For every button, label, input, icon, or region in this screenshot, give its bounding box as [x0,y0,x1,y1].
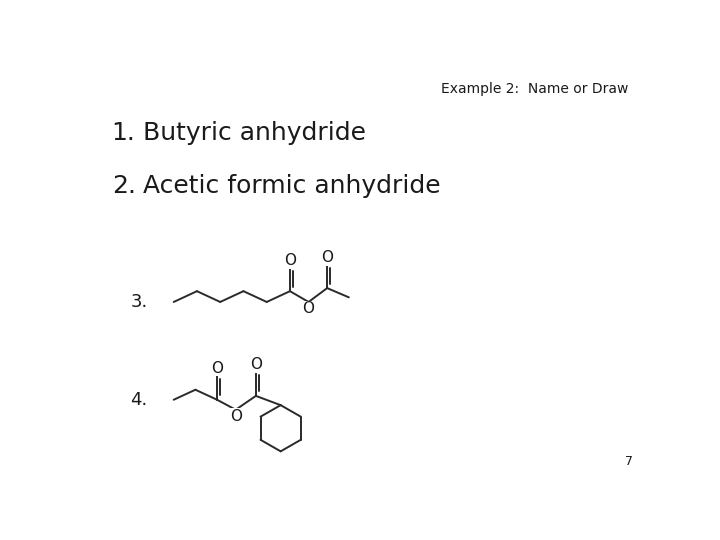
Text: Acetic formic anhydride: Acetic formic anhydride [143,174,441,199]
Text: O: O [230,409,242,424]
Text: Butyric anhydride: Butyric anhydride [143,120,366,145]
Text: Example 2:  Name or Draw: Example 2: Name or Draw [441,82,629,96]
Text: O: O [321,250,333,265]
Text: 1.: 1. [112,120,135,145]
Text: O: O [211,361,223,376]
Text: 4.: 4. [130,391,148,409]
Text: 2.: 2. [112,174,135,199]
Text: 3.: 3. [130,293,148,311]
Text: O: O [250,357,262,372]
Text: O: O [302,301,315,316]
Text: 7: 7 [624,455,632,468]
Text: O: O [284,253,296,268]
